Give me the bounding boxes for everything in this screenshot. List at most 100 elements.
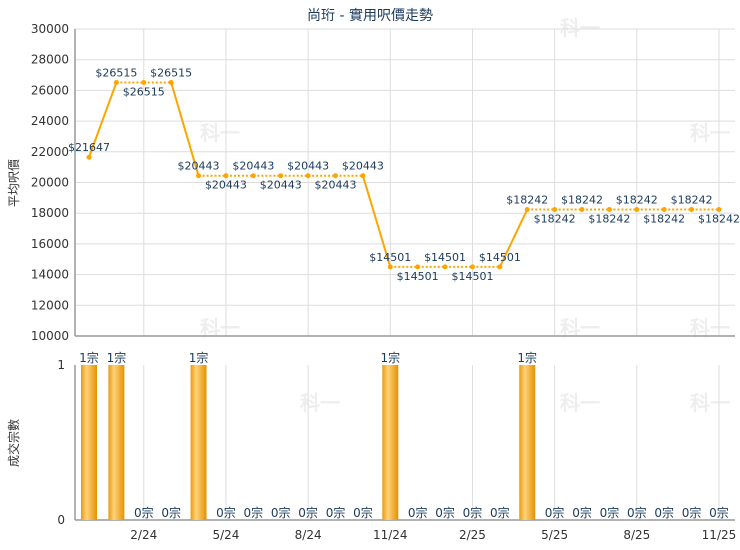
data-label: $20443 xyxy=(178,160,220,173)
data-point xyxy=(579,206,585,212)
y-tick-label: 16000 xyxy=(31,237,69,251)
line-segment xyxy=(88,82,118,158)
x-tick-label: 2/25 xyxy=(459,528,486,542)
bar-label: 0宗 xyxy=(600,505,620,520)
bar-label: 0宗 xyxy=(271,505,291,520)
y-tick-label: 12000 xyxy=(31,298,69,312)
data-point xyxy=(360,173,366,179)
bar xyxy=(190,365,207,520)
data-label: $18242 xyxy=(643,212,685,225)
data-point xyxy=(250,173,256,179)
chart-title: 尚珩 - 實用呎價走勢 xyxy=(307,7,433,24)
data-point xyxy=(223,173,229,179)
data-label: $20443 xyxy=(232,160,274,173)
data-point xyxy=(469,264,475,270)
data-label: $20443 xyxy=(260,179,302,192)
data-label: $18242 xyxy=(588,212,630,225)
data-point xyxy=(552,206,558,212)
bar xyxy=(519,365,536,520)
bar-label: 0宗 xyxy=(654,505,674,520)
y-tick-label-count: 1 xyxy=(57,358,65,372)
data-label: $14501 xyxy=(479,251,521,264)
bar-label: 0宗 xyxy=(161,505,181,520)
x-tick-label: 11/25 xyxy=(702,528,737,542)
bar-label: 0宗 xyxy=(408,505,428,520)
data-point xyxy=(168,79,174,85)
watermark: 科一 xyxy=(690,121,730,145)
y-tick-label: 10000 xyxy=(31,329,69,343)
x-tick-label: 5/25 xyxy=(541,528,568,542)
watermark: 科一 xyxy=(560,391,600,415)
data-label: $18242 xyxy=(506,193,548,206)
data-label: $14501 xyxy=(397,270,439,283)
data-label: $20443 xyxy=(287,160,329,173)
data-point xyxy=(86,154,92,160)
bar-label: 0宗 xyxy=(490,505,510,520)
data-point xyxy=(141,79,147,85)
data-point xyxy=(278,173,284,179)
watermark: 科一 xyxy=(200,121,240,145)
y-tick-label-count: 0 xyxy=(57,513,65,527)
x-tick-label: 5/24 xyxy=(212,528,239,542)
y-axis-label-count: 成交宗數 xyxy=(6,419,21,467)
bar-label: 0宗 xyxy=(216,505,236,520)
y-tick-label: 30000 xyxy=(31,22,69,36)
y-axis-label-price: 平均呎價 xyxy=(7,159,21,207)
bar xyxy=(382,365,399,520)
bar-label: 1宗 xyxy=(189,350,209,365)
bar-label: 1宗 xyxy=(107,350,127,365)
y-tick-label: 22000 xyxy=(31,145,69,159)
data-point xyxy=(716,206,722,212)
bar-label: 0宗 xyxy=(134,505,154,520)
watermark: 科一 xyxy=(690,391,730,415)
line-segment xyxy=(170,82,200,176)
bar xyxy=(108,365,125,520)
data-point xyxy=(497,264,503,270)
bar-label: 0宗 xyxy=(682,505,702,520)
data-label: $20443 xyxy=(315,179,357,192)
x-tick-label: 11/24 xyxy=(373,528,408,542)
data-label: $18242 xyxy=(561,193,603,206)
data-point xyxy=(689,206,695,212)
data-point xyxy=(634,206,640,212)
data-label: $26515 xyxy=(123,85,165,98)
watermark: 科一 xyxy=(300,391,340,415)
data-label: $20443 xyxy=(342,160,384,173)
bar-label: 1宗 xyxy=(517,350,537,365)
bar-label: 0宗 xyxy=(244,505,264,520)
y-tick-label: 18000 xyxy=(31,206,69,220)
x-tick-label: 2/24 xyxy=(130,528,157,542)
data-point xyxy=(606,206,612,212)
data-label: $18242 xyxy=(671,193,713,206)
bar-label: 0宗 xyxy=(463,505,483,520)
data-point xyxy=(661,206,667,212)
bar-label: 0宗 xyxy=(298,505,318,520)
data-point xyxy=(333,173,339,179)
data-point xyxy=(524,206,530,212)
bar-label: 0宗 xyxy=(435,505,455,520)
data-label: $14501 xyxy=(369,251,411,264)
data-point xyxy=(415,264,421,270)
data-point xyxy=(196,173,202,179)
bar-label: 0宗 xyxy=(709,505,729,520)
data-label: $14501 xyxy=(424,251,466,264)
data-label: $18242 xyxy=(534,212,576,225)
data-point xyxy=(387,264,393,270)
bar-label: 0宗 xyxy=(545,505,565,520)
y-tick-label: 14000 xyxy=(31,268,69,282)
data-label: $18242 xyxy=(698,212,740,225)
data-label: $26515 xyxy=(150,66,192,79)
bar xyxy=(81,365,97,520)
y-tick-label: 28000 xyxy=(31,53,69,67)
data-point xyxy=(113,79,119,85)
line-segment xyxy=(361,175,392,268)
bar-label: 1宗 xyxy=(380,350,400,365)
data-point xyxy=(442,264,448,270)
y-tick-label: 20000 xyxy=(31,176,69,190)
bar-label: 0宗 xyxy=(572,505,592,520)
data-label: $18242 xyxy=(616,193,658,206)
bar-label: 0宗 xyxy=(326,505,346,520)
bar-label: 0宗 xyxy=(353,505,373,520)
